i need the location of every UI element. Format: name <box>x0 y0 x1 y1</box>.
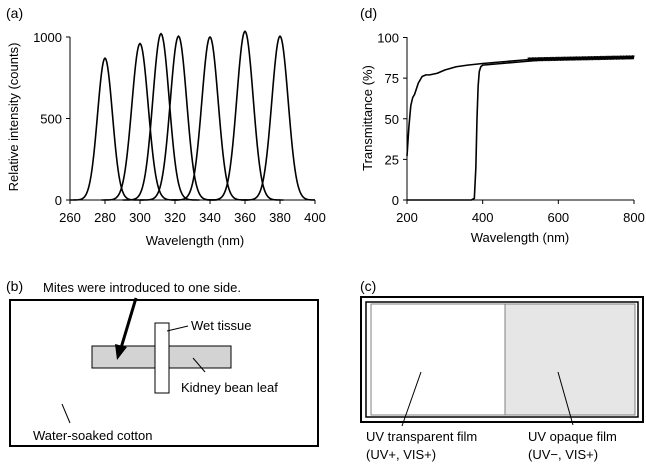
panel-d-letter: (d) <box>360 5 377 21</box>
cage-inner <box>365 301 639 418</box>
cage-outer <box>360 296 644 423</box>
wet-tissue-leader <box>166 325 189 332</box>
panel-a-xtick-label: 400 <box>304 210 326 225</box>
transmittance-curve-2 <box>407 56 635 201</box>
panel-d-ytick-label: 0 <box>392 193 399 208</box>
wet-tissue <box>154 322 170 394</box>
uv-opaque-film <box>504 303 636 416</box>
panel-a-xtick-label: 360 <box>234 210 256 225</box>
panel-a-xtick-label: 300 <box>129 210 151 225</box>
uv-transparent-label: UV transparent film <box>366 429 477 444</box>
panel-d-ticks: 200 400 600 800 0 25 50 75 100 <box>377 31 645 226</box>
panel-b-letter: (b) <box>6 278 23 294</box>
uv-opaque-leader <box>557 371 574 426</box>
transmittance-curve-1 <box>406 56 635 157</box>
transmittance-noise <box>527 55 635 62</box>
panel-d-xtick-label: 200 <box>396 210 418 225</box>
uv-transparent-leader <box>401 371 422 427</box>
leaf-label: Kidney bean leaf <box>181 380 278 395</box>
uv-opaque-sublabel: (UV−, VIS+) <box>528 447 598 462</box>
panel-b: (b) Mites were introduced to one side. W… <box>6 278 319 447</box>
panel-d-xlabel: Wavelength (nm) <box>471 230 570 245</box>
emission-peak-280 <box>70 56 144 201</box>
emission-peak-340 <box>171 35 249 201</box>
panel-a: (a) Relative intensity (counts) 260 280 30… <box>6 5 326 248</box>
panel-a-xtick-label: 320 <box>164 210 186 225</box>
panel-a-xtick-label: 340 <box>199 210 221 225</box>
panel-a-ytick-label: 500 <box>40 112 62 127</box>
panel-d-ytick-label: 50 <box>385 112 399 127</box>
emission-peak-300 <box>101 42 179 201</box>
uv-transparent-sublabel: (UV+, VIS+) <box>366 447 436 462</box>
emission-peak-380 <box>241 35 316 201</box>
panel-a-xlabel: Wavelength (nm) <box>146 233 245 248</box>
mites-arrow-shaft <box>119 297 138 349</box>
panel-a-ytick-label: 0 <box>55 193 62 208</box>
uv-transparent-film <box>370 303 506 416</box>
panel-a-ticks: 260 280 300 320 340 360 380 400 0 500 1000 <box>33 30 326 225</box>
emission-peak-322 <box>140 35 217 201</box>
panel-a-xtick-label: 280 <box>94 210 116 225</box>
panel-a-ylabel: Relative intensity (counts) <box>6 43 21 192</box>
mites-arrow-head <box>115 344 127 360</box>
panel-d-ytick-label: 25 <box>385 152 399 167</box>
panel-a-xtick-label: 260 <box>59 210 81 225</box>
emission-peak-360 <box>206 30 284 201</box>
cotton-label: Water-soaked cotton <box>33 428 152 443</box>
panel-d-ylabel: Transmittance (%) <box>360 65 375 171</box>
panel-c: (c) UV transparent film (UV+, VIS+) UV o… <box>360 278 644 462</box>
emission-peak-312 <box>122 32 200 201</box>
cotton-leader <box>61 403 71 424</box>
panel-d-ytick-label: 75 <box>385 71 399 86</box>
panel-d-xtick-label: 400 <box>472 210 494 225</box>
panel-a-xtick-label: 380 <box>269 210 291 225</box>
panel-d-xtick-label: 600 <box>547 210 569 225</box>
panel-d-xtick-label: 800 <box>623 210 645 225</box>
leaf-leader <box>192 357 206 373</box>
cotton-container <box>9 299 319 447</box>
mites-note: Mites were introduced to one side. <box>43 280 241 295</box>
panel-d-ytick-label: 100 <box>377 31 399 46</box>
panel-d-curves <box>406 55 635 201</box>
wet-tissue-label: Wet tissue <box>191 318 251 333</box>
panel-c-letter: (c) <box>360 278 376 294</box>
panel-a-letter: (a) <box>6 5 23 21</box>
panel-a-curves <box>70 30 316 201</box>
uv-opaque-label: UV opaque film <box>528 429 617 444</box>
panel-a-ytick-label: 1000 <box>33 30 62 45</box>
panel-d: (d) Transmittance (%) 200 400 600 800 0 25 50 7… <box>360 5 645 245</box>
